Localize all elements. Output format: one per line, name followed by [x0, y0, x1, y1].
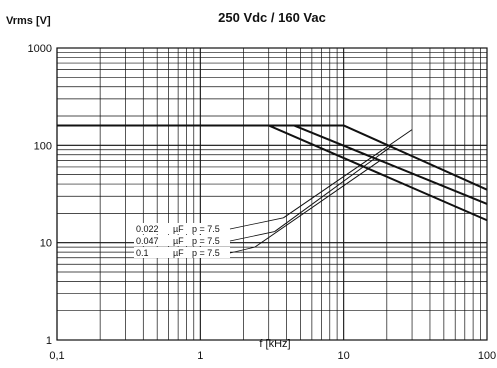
annotation-bg [134, 223, 230, 234]
annotation-bg [134, 247, 230, 258]
y-tick-label: 1 [46, 335, 52, 347]
series-lines [57, 124, 488, 248]
y-tick-label: 100 [34, 140, 52, 152]
series-0-rising [283, 129, 413, 219]
x-tick-label: 10 [338, 350, 350, 362]
x-tick-label: 100 [478, 350, 496, 362]
annotation-leader [229, 246, 255, 254]
y-tick-label: 1000 [28, 43, 52, 55]
annotation-leader [229, 231, 275, 242]
annotation-pitch: p = 7.5 [192, 224, 220, 234]
annotation-capacitance: 0.047 [136, 236, 159, 246]
annotation-leader [229, 217, 284, 230]
plot-frame [56, 47, 488, 341]
annotation-pitch: p = 7.5 [192, 248, 220, 258]
series-0-slope [343, 124, 488, 191]
annotation-capacitance: 0.1 [136, 248, 149, 258]
annotation-unit: µF [173, 248, 184, 258]
grid [56, 47, 488, 341]
x-axis-label: f [kHz] [259, 338, 290, 350]
annotation-pitch: p = 7.5 [192, 236, 220, 246]
series-1-rising [274, 144, 394, 232]
series-2-slope [268, 124, 488, 222]
annotation-capacitance: 0.022 [136, 224, 159, 234]
tick-labels: 0,1 1 10 100 1 10 100 1000 [28, 43, 497, 362]
chart-title: 250 Vdc / 160 Vac [218, 10, 326, 25]
annotation-bg [134, 235, 230, 246]
y-axis-label: Vrms [V] [6, 15, 51, 27]
legend-annotations: 0.022 µF p = 7.5 0.047 µF p = 7.5 0.1 µF p = 7.5 [134, 217, 284, 258]
annotation-unit: µF [173, 236, 184, 246]
x-tick-label: 1 [197, 350, 203, 362]
series-2-rising [254, 159, 381, 248]
x-tick-label: 0,1 [49, 350, 64, 362]
y-tick-label: 10 [40, 238, 52, 250]
series-1-slope [293, 124, 488, 205]
annotation-unit: µF [173, 224, 184, 234]
